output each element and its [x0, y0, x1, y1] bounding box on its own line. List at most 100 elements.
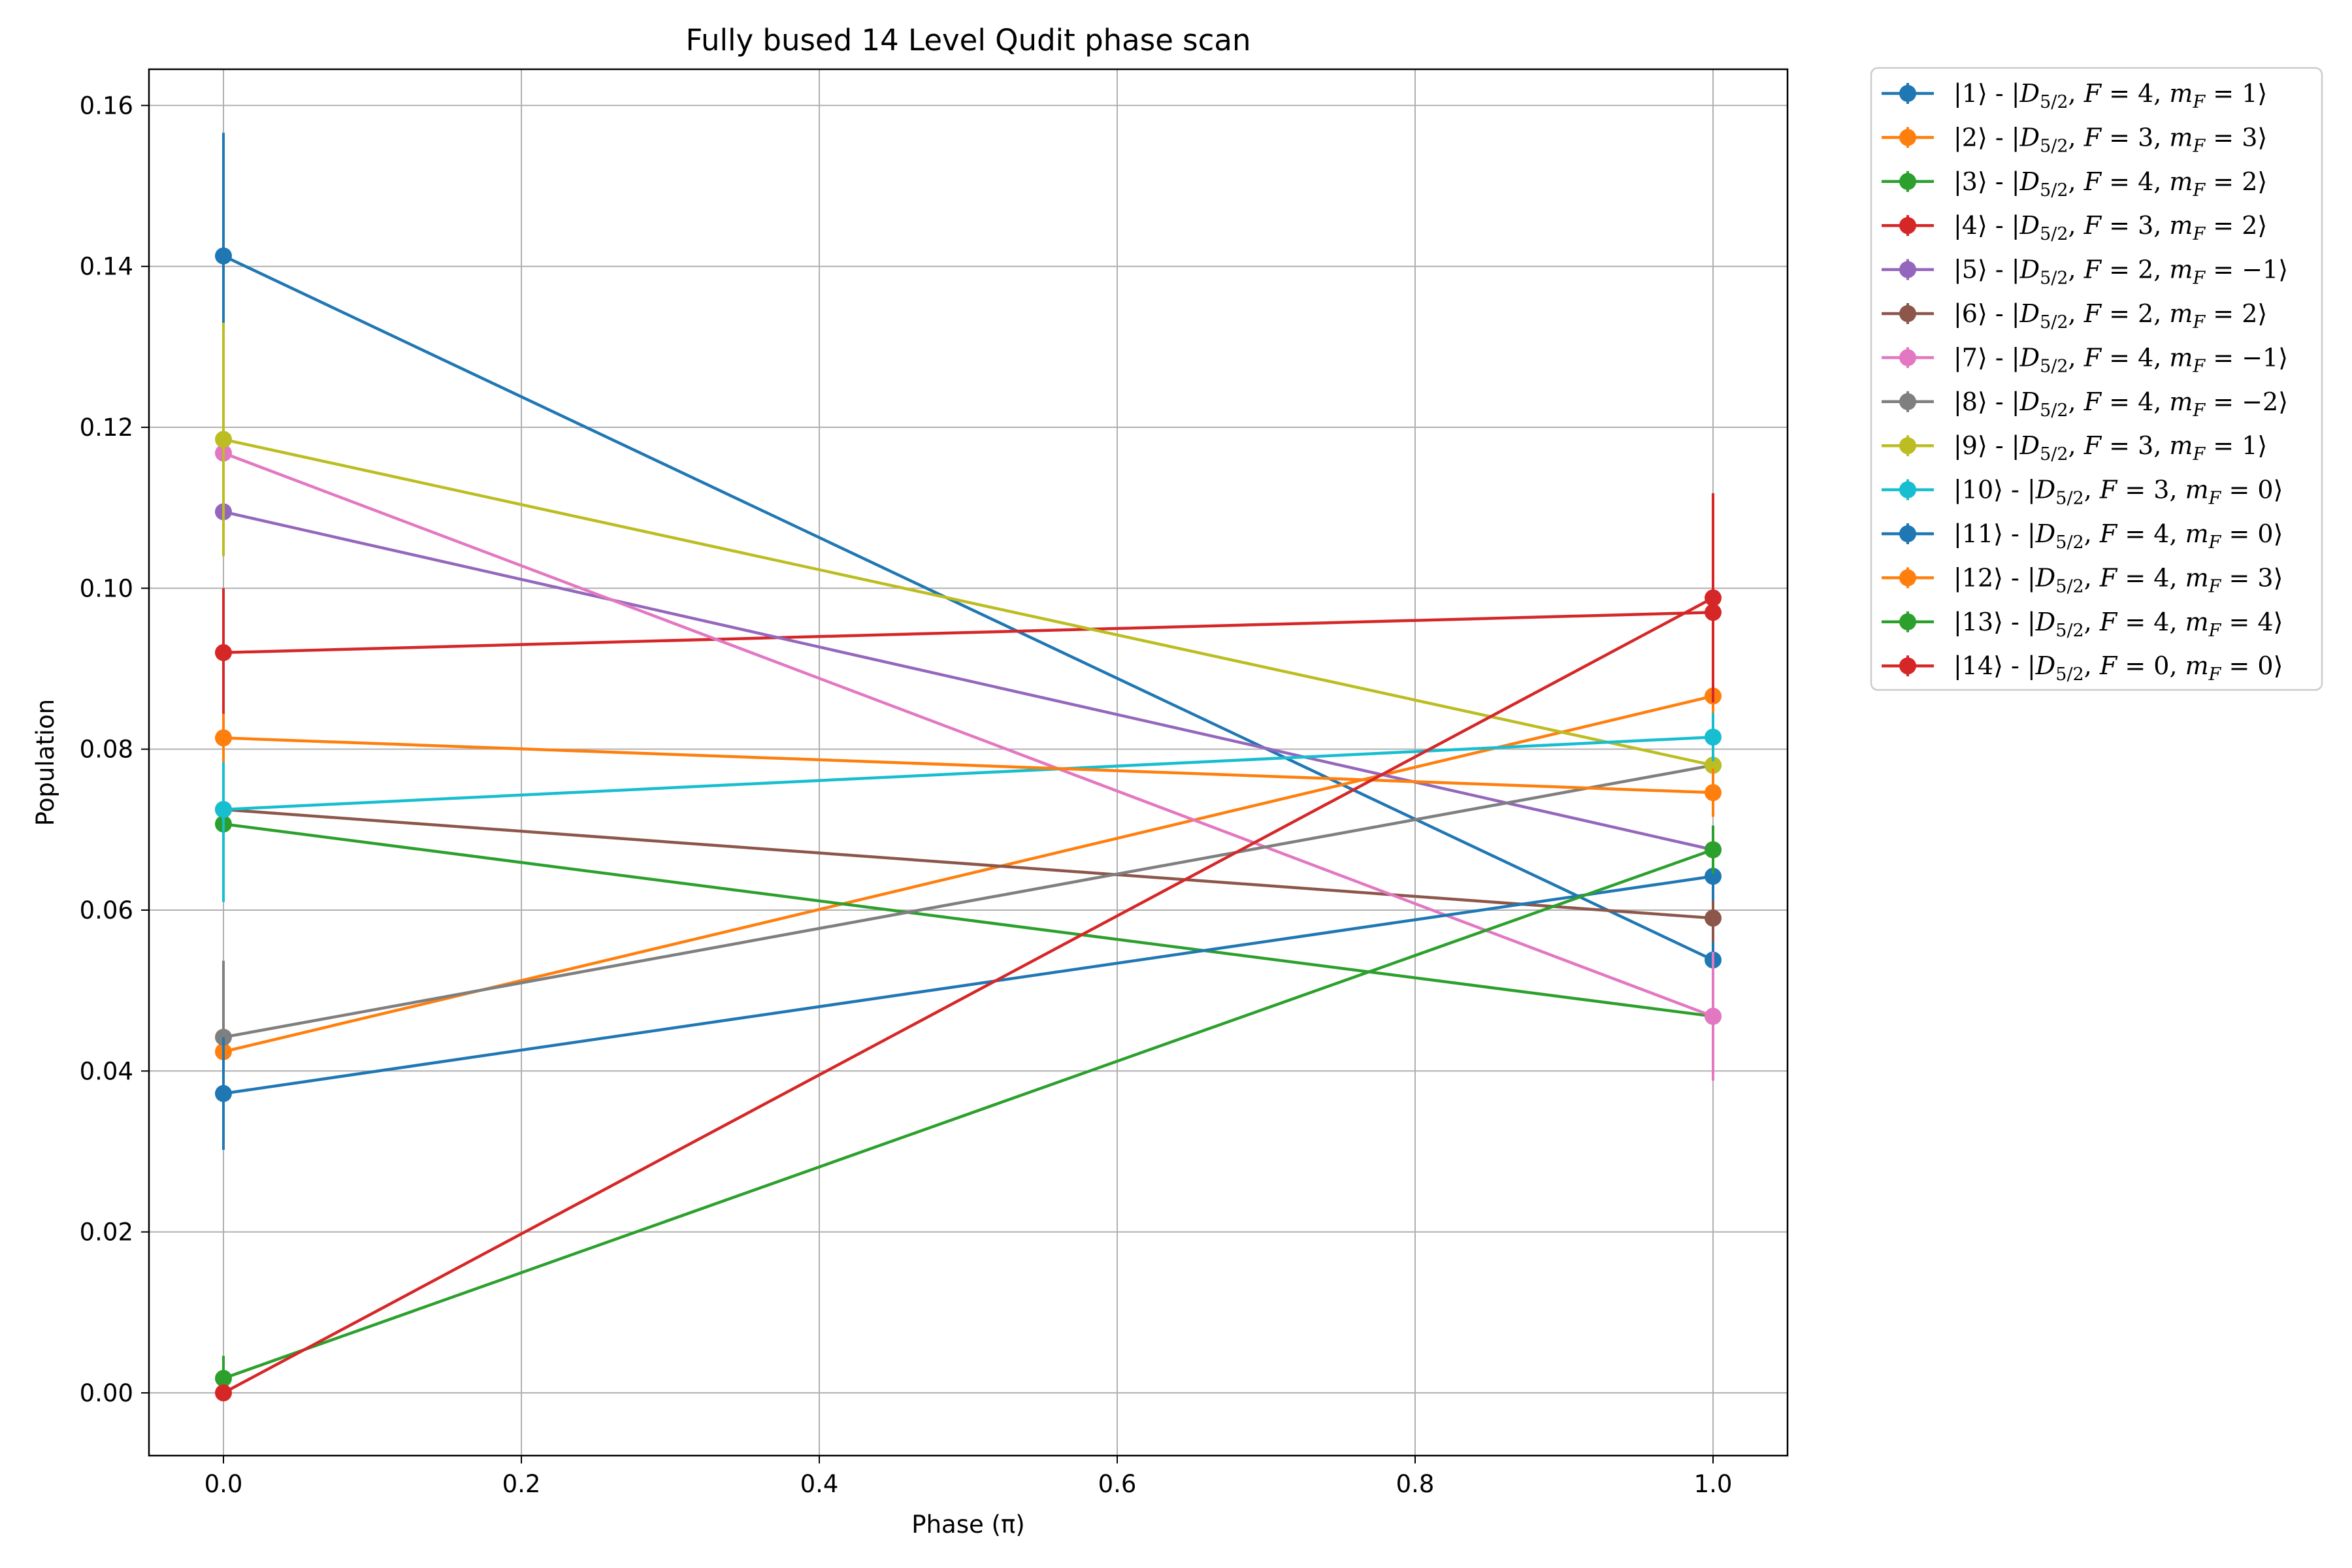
data-point: [1705, 589, 1722, 607]
legend-item: |3⟩ - |D5/2, F = 4, mF = 2⟩: [1882, 167, 2267, 201]
legend-item: |4⟩ - |D5/2, F = 3, mF = 2⟩: [1882, 211, 2267, 244]
legend-marker: [1899, 261, 1916, 278]
data-point: [215, 801, 232, 819]
legend-label: |6⟩ - |D5/2, F = 2, mF = 2⟩: [1953, 299, 2267, 333]
series-line: [223, 875, 1714, 1096]
legend-marker: [1899, 349, 1916, 367]
data-point: [1705, 757, 1722, 774]
tick-layer: 0.0 0.2 0.4 0.6 0.8 1.0 0.00 0.02 0.04 0.06 0.08 0.…: [80, 91, 1733, 1498]
y-tick-label: 0.12: [80, 414, 133, 442]
series-line: [223, 254, 1714, 962]
plot-frame: [148, 68, 1789, 1457]
data-point: [215, 644, 232, 661]
legend-item: |2⟩ - |D5/2, F = 3, mF = 3⟩: [1882, 123, 2267, 156]
legend-item: |6⟩ - |D5/2, F = 2, mF = 2⟩: [1882, 299, 2267, 333]
legend-label: |14⟩ - |D5/2, F = 0, mF = 0⟩: [1953, 651, 2283, 685]
legend-label: |4⟩ - |D5/2, F = 3, mF = 2⟩: [1953, 211, 2267, 244]
legend-item: |7⟩ - |D5/2, F = 4, mF = −1⟩: [1882, 343, 2288, 376]
x-axis-label: Phase (π): [911, 1511, 1024, 1539]
legend-label: |11⟩ - |D5/2, F = 4, mF = 0⟩: [1953, 519, 2283, 553]
y-tick-label: 0.08: [80, 736, 133, 764]
series-line: [223, 611, 1714, 655]
legend-label: |9⟩ - |D5/2, F = 3, mF = 1⟩: [1953, 431, 2267, 465]
legend-marker: [1899, 393, 1916, 410]
series-line: [223, 510, 1714, 851]
x-tick-label: 0.0: [204, 1470, 243, 1498]
legend-label: |7⟩ - |D5/2, F = 4, mF = −1⟩: [1953, 343, 2288, 376]
legend-label: |3⟩ - |D5/2, F = 4, mF = 2⟩: [1953, 167, 2267, 201]
series-10: [215, 713, 1722, 902]
legend-item: |11⟩ - |D5/2, F = 4, mF = 0⟩: [1882, 519, 2283, 553]
legend-item: |14⟩ - |D5/2, F = 0, mF = 0⟩: [1882, 651, 2283, 685]
series-13: [215, 825, 1722, 1401]
legend-label: |5⟩ - |D5/2, F = 2, mF = −1⟩: [1953, 255, 2288, 289]
series-layer: [215, 133, 1722, 1401]
series-line: [223, 808, 1714, 920]
legend-label: |8⟩ - |D5/2, F = 4, mF = −2⟩: [1953, 387, 2288, 421]
legend-marker: [1899, 657, 1916, 675]
legend-item: |13⟩ - |D5/2, F = 4, mF = 4⟩: [1882, 608, 2283, 641]
legend-marker: [1899, 525, 1916, 542]
series-line: [223, 736, 1714, 794]
legend-item: |5⟩ - |D5/2, F = 2, mF = −1⟩: [1882, 255, 2288, 289]
series-line: [223, 451, 1714, 1018]
legend-label: |12⟩ - |D5/2, F = 4, mF = 3⟩: [1953, 563, 2283, 596]
series-line: [223, 735, 1714, 811]
data-point: [215, 1369, 232, 1387]
y-tick-label: 0.10: [80, 574, 133, 602]
legend-item: |12⟩ - |D5/2, F = 4, mF = 3⟩: [1882, 563, 2283, 596]
x-tick-label: 0.8: [1396, 1470, 1435, 1498]
data-point: [1705, 784, 1722, 802]
legend-label: |13⟩ - |D5/2, F = 4, mF = 4⟩: [1953, 608, 2283, 641]
y-tick-label: 0.06: [80, 896, 133, 924]
y-tick-label: 0.04: [80, 1057, 133, 1085]
legend-marker: [1899, 569, 1916, 587]
grid-lines: [149, 69, 1788, 1456]
data-point: [215, 1085, 232, 1102]
x-tick-label: 0.6: [1098, 1470, 1137, 1498]
data-point: [1705, 1007, 1722, 1025]
y-tick-label: 0.00: [80, 1379, 133, 1407]
legend-item: |1⟩ - |D5/2, F = 4, mF = 1⟩: [1882, 79, 2267, 112]
data-point: [215, 729, 232, 747]
series-line: [223, 438, 1714, 767]
series-line: [222, 596, 1714, 1394]
series-9: [215, 322, 1722, 790]
x-tick-label: 1.0: [1694, 1470, 1733, 1498]
legend-marker: [1899, 172, 1916, 190]
series-12: [215, 713, 1722, 817]
y-axis-label: Population: [31, 699, 59, 826]
legend: |1⟩ - |D5/2, F = 4, mF = 1⟩ |2⟩ - |D5/2, …: [1870, 67, 2323, 691]
y-tick-label: 0.16: [80, 91, 133, 120]
legend-item: |8⟩ - |D5/2, F = 4, mF = −2⟩: [1882, 387, 2288, 421]
series-line: [223, 764, 1714, 1039]
series-14: [215, 493, 1722, 1401]
series-line: [223, 848, 1714, 1380]
legend-marker: [1899, 613, 1916, 630]
data-point: [1705, 728, 1722, 746]
data-point: [215, 1384, 232, 1401]
legend-label: |1⟩ - |D5/2, F = 4, mF = 1⟩: [1953, 79, 2267, 112]
series-line: [223, 822, 1714, 1018]
legend-label: |10⟩ - |D5/2, F = 3, mF = 0⟩: [1953, 476, 2283, 509]
legend-marker: [1899, 85, 1916, 102]
chart-title: Fully bused 14 Level Qudit phase scan: [686, 23, 1251, 57]
x-tick-label: 0.2: [502, 1470, 541, 1498]
legend-frame: [1870, 67, 2323, 691]
legend-marker: [1899, 437, 1916, 455]
data-point: [1705, 841, 1722, 858]
legend-label: |2⟩ - |D5/2, F = 3, mF = 3⟩: [1953, 123, 2267, 156]
data-point: [1705, 909, 1722, 927]
legend-marker: [1899, 305, 1916, 322]
data-point: [1705, 868, 1722, 885]
data-point: [215, 431, 232, 448]
y-tick-label: 0.02: [80, 1218, 133, 1247]
legend-marker: [1899, 217, 1916, 235]
legend-marker: [1899, 129, 1916, 146]
data-point: [215, 247, 232, 265]
y-tick-label: 0.14: [80, 253, 133, 281]
x-tick-label: 0.4: [800, 1470, 839, 1498]
legend-marker: [1899, 481, 1916, 498]
legend-item: |9⟩ - |D5/2, F = 3, mF = 1⟩: [1882, 431, 2267, 465]
